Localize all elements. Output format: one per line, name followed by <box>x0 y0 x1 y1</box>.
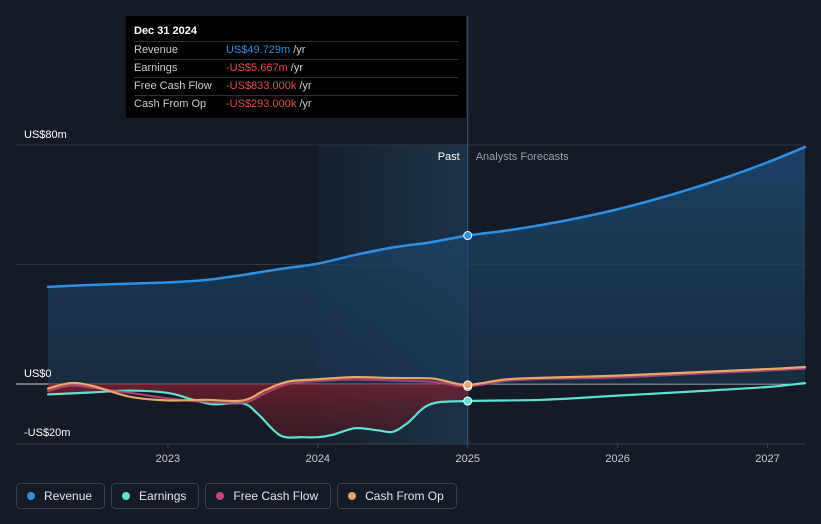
legend-dot-icon <box>348 492 357 500</box>
x-tick-label: 2023 <box>156 453 180 465</box>
x-tick-label: 2025 <box>455 453 479 465</box>
forecast-label: Analysts Forecasts <box>476 151 569 163</box>
tooltip-label: Free Cash Flow <box>134 80 212 92</box>
revenue-area <box>48 147 805 384</box>
tooltip-unit: /yr <box>299 98 312 110</box>
y-axis-label: US$0 <box>24 368 52 380</box>
legend-label: Earnings <box>139 489 187 503</box>
series-marker-cash-from-op <box>463 380 473 390</box>
tooltip-value: -US$5.667m <box>226 62 288 74</box>
legend-item-revenue[interactable]: Revenue <box>16 483 106 509</box>
series-line-earnings <box>46 382 807 439</box>
tooltip-unit: /yr <box>299 80 312 92</box>
legend-dot-icon <box>27 492 35 500</box>
tooltip-value: -US$833.000k <box>226 80 297 92</box>
tooltip-unit: /yr <box>293 44 306 56</box>
x-tick-label: 2024 <box>306 453 330 465</box>
series-line-revenue <box>46 145 807 289</box>
tooltip-row-earnings: Earnings -US$5.667m /yr <box>134 60 458 78</box>
tooltip-row-free-cash-flow: Free Cash Flow -US$833.000k /yr <box>134 78 458 96</box>
x-tick-label: 2027 <box>755 453 779 465</box>
legend-label: Cash From Op <box>365 489 444 503</box>
series-line-free-cash-flow <box>46 367 807 405</box>
earnings-negative-area <box>48 384 468 438</box>
legend: Revenue Earnings Free Cash Flow Cash Fro… <box>16 483 457 509</box>
legend-item-free-cash-flow[interactable]: Free Cash Flow <box>205 483 332 509</box>
y-axis-label: US$80m <box>24 129 67 141</box>
legend-dot-icon <box>122 492 131 500</box>
tooltip-unit: /yr <box>290 62 303 74</box>
legend-label: Free Cash Flow <box>233 489 319 503</box>
tooltip-label: Cash From Op <box>134 98 207 110</box>
legend-dot-icon <box>216 492 225 500</box>
y-axis-label: -US$20m <box>24 427 70 439</box>
tooltip-row-cash-from-op: Cash From Op -US$293.000k /yr <box>134 96 458 113</box>
tooltip-label: Earnings <box>134 62 178 74</box>
tooltip: Dec 31 2024 Revenue US$49.729m /yr Earni… <box>126 16 466 118</box>
tooltip-date: Dec 31 2024 <box>134 24 458 42</box>
series-marker-revenue <box>463 231 473 241</box>
tooltip-value: US$49.729m <box>226 44 291 56</box>
x-tick-label: 2026 <box>605 453 629 465</box>
legend-item-earnings[interactable]: Earnings <box>111 483 200 509</box>
past-label: Past <box>438 151 460 163</box>
legend-item-cash-from-op[interactable]: Cash From Op <box>337 483 457 509</box>
series-marker-earnings <box>463 396 473 406</box>
tooltip-label: Revenue <box>134 44 179 56</box>
series-line-cash-from-op <box>46 365 807 403</box>
tooltip-row-revenue: Revenue US$49.729m /yr <box>134 42 458 60</box>
legend-label: Revenue <box>44 489 93 503</box>
tooltip-value: -US$293.000k <box>226 98 297 110</box>
